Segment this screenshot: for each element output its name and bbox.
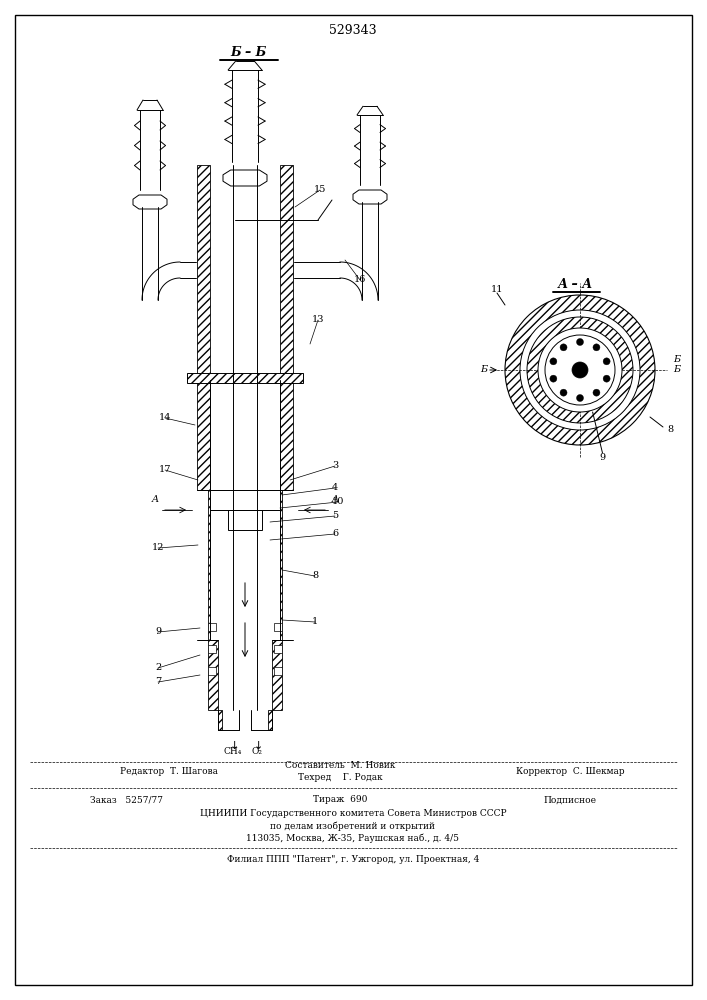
Text: 10: 10 bbox=[332, 497, 344, 506]
Polygon shape bbox=[197, 165, 210, 380]
Text: 14: 14 bbox=[159, 414, 171, 422]
Text: Составитель  М. Новик: Составитель М. Новик bbox=[285, 762, 395, 770]
Polygon shape bbox=[280, 490, 282, 640]
Circle shape bbox=[520, 310, 640, 430]
Text: 113035, Москва, Ж-35, Раушская наб., д. 4/5: 113035, Москва, Ж-35, Раушская наб., д. … bbox=[247, 833, 460, 843]
Bar bbox=[274, 667, 282, 675]
Text: Б – Б: Б – Б bbox=[230, 46, 266, 60]
Circle shape bbox=[538, 328, 622, 412]
Text: O₂: O₂ bbox=[252, 748, 262, 756]
Text: 7: 7 bbox=[155, 678, 161, 686]
Text: $\downarrow$: $\downarrow$ bbox=[228, 739, 238, 751]
Circle shape bbox=[593, 389, 600, 396]
Polygon shape bbox=[228, 510, 262, 530]
Polygon shape bbox=[197, 380, 210, 490]
Polygon shape bbox=[233, 490, 257, 510]
Text: A: A bbox=[332, 495, 339, 504]
Text: Заказ   5257/77: Заказ 5257/77 bbox=[90, 796, 163, 804]
Text: 1: 1 bbox=[312, 617, 318, 626]
Text: 16: 16 bbox=[354, 275, 366, 284]
Text: Корректор  С. Шекмар: Корректор С. Шекмар bbox=[515, 768, 624, 776]
Polygon shape bbox=[268, 710, 272, 730]
Circle shape bbox=[603, 375, 610, 382]
Polygon shape bbox=[272, 640, 282, 710]
Text: Б: Б bbox=[480, 365, 487, 374]
Circle shape bbox=[545, 335, 615, 405]
Polygon shape bbox=[208, 490, 210, 640]
Text: Редактор  Т. Шагова: Редактор Т. Шагова bbox=[120, 768, 218, 776]
Circle shape bbox=[560, 344, 567, 351]
Text: 6: 6 bbox=[332, 530, 338, 538]
Bar bbox=[274, 623, 282, 631]
Bar bbox=[208, 623, 216, 631]
Circle shape bbox=[593, 344, 600, 351]
Text: 5: 5 bbox=[332, 512, 338, 520]
Bar bbox=[274, 645, 282, 653]
Polygon shape bbox=[208, 640, 218, 710]
Polygon shape bbox=[218, 710, 222, 730]
Text: Б: Б bbox=[673, 365, 680, 374]
Circle shape bbox=[572, 362, 588, 378]
Polygon shape bbox=[223, 170, 267, 186]
Circle shape bbox=[576, 338, 583, 346]
Circle shape bbox=[560, 389, 567, 396]
Text: ЦНИИПИ Государственного комитета Совета Министров СССР: ЦНИИПИ Государственного комитета Совета … bbox=[199, 810, 506, 818]
Text: 13: 13 bbox=[312, 316, 325, 324]
Text: 9: 9 bbox=[600, 452, 606, 462]
Text: 17: 17 bbox=[159, 466, 171, 475]
Circle shape bbox=[550, 375, 557, 382]
Polygon shape bbox=[133, 195, 167, 209]
Circle shape bbox=[527, 317, 633, 423]
Text: 12: 12 bbox=[152, 544, 164, 552]
Bar bbox=[208, 667, 216, 675]
Text: Тираж  690: Тираж 690 bbox=[312, 796, 367, 804]
Text: А – А: А – А bbox=[557, 278, 592, 292]
Polygon shape bbox=[280, 165, 293, 380]
Text: по делам изобретений и открытий: по делам изобретений и открытий bbox=[271, 821, 436, 831]
Text: CH₄: CH₄ bbox=[224, 748, 243, 756]
Text: 8: 8 bbox=[667, 426, 673, 434]
Text: A: A bbox=[151, 495, 158, 504]
Text: 529343: 529343 bbox=[329, 23, 377, 36]
Text: $\downarrow$: $\downarrow$ bbox=[252, 739, 262, 751]
Text: Б: Б bbox=[673, 356, 680, 364]
Bar bbox=[208, 645, 216, 653]
Text: 4: 4 bbox=[332, 484, 338, 492]
Circle shape bbox=[505, 295, 655, 445]
Text: 11: 11 bbox=[491, 286, 503, 294]
Text: Филиал ППП "Патент", г. Ужгород, ул. Проектная, 4: Филиал ППП "Патент", г. Ужгород, ул. Про… bbox=[227, 856, 479, 864]
Polygon shape bbox=[353, 190, 387, 204]
Text: 2: 2 bbox=[155, 664, 161, 672]
Circle shape bbox=[576, 394, 583, 401]
Text: 3: 3 bbox=[332, 462, 338, 471]
Text: 9: 9 bbox=[155, 628, 161, 637]
Text: Подписное: Подписное bbox=[544, 796, 597, 804]
Circle shape bbox=[550, 358, 557, 365]
Circle shape bbox=[603, 358, 610, 365]
Text: 15: 15 bbox=[314, 186, 326, 194]
Text: 8: 8 bbox=[312, 572, 318, 580]
Text: Техред    Г. Родак: Техред Г. Родак bbox=[298, 774, 382, 782]
Polygon shape bbox=[280, 380, 293, 490]
Polygon shape bbox=[187, 373, 303, 383]
Polygon shape bbox=[210, 490, 280, 510]
